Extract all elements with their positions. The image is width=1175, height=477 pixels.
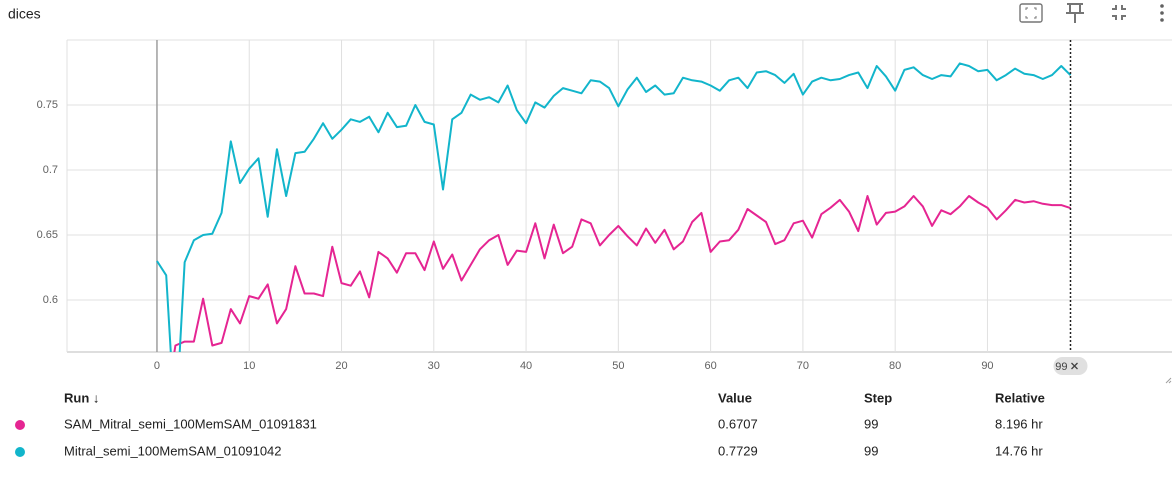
- column-header: Value: [718, 390, 752, 405]
- y-tick-label: 0.6: [43, 294, 58, 306]
- table-cell: 0.6707: [718, 416, 758, 431]
- column-header: Run ↓: [64, 390, 99, 405]
- x-tick-label: 60: [704, 360, 716, 372]
- x-tick-label: 90: [981, 360, 993, 372]
- x-tick-label: 30: [428, 360, 440, 372]
- x-tick-label: 80: [889, 360, 901, 372]
- fit-domain-button[interactable]: [1112, 5, 1126, 20]
- y-tick-label: 0.75: [37, 99, 58, 111]
- resize-handle[interactable]: [1165, 377, 1172, 384]
- x-tick-label: 0: [154, 360, 160, 372]
- run-table: Run ↓ Value Step Relative SAM_Mitral_semi_10…: [15, 390, 1045, 458]
- cursor-close-icon: [1071, 362, 1078, 370]
- pin-button[interactable]: [1066, 3, 1084, 23]
- chart-title: dices: [8, 6, 41, 22]
- table-cell: 0.7729: [718, 443, 758, 458]
- fullscreen-button[interactable]: [1019, 3, 1043, 23]
- x-tick-label: 50: [612, 360, 624, 372]
- series-line: [173, 195, 1071, 352]
- series-line: [156, 62, 1072, 352]
- more-menu-button[interactable]: [1160, 4, 1164, 22]
- cursor-badge: [1053, 357, 1088, 375]
- column-header: Relative: [995, 390, 1045, 405]
- x-tick-label: 40: [520, 360, 532, 372]
- run-name: Mitral_semi_100MemSAM_01091042: [64, 443, 282, 458]
- x-tick-label: 10: [243, 360, 255, 372]
- run-name: SAM_Mitral_semi_100MemSAM_01091831: [64, 416, 317, 431]
- table-cell: 99: [864, 416, 878, 431]
- run-color-dot: [15, 447, 25, 457]
- run-color-dot: [15, 420, 25, 430]
- y-tick-label: 0.7: [43, 164, 58, 176]
- x-tick-label: 70: [797, 360, 809, 372]
- y-tick-label: 0.65: [37, 229, 58, 241]
- table-cell: 8.196 hr: [995, 416, 1043, 431]
- column-header: Step: [864, 390, 892, 405]
- x-tick-label: 20: [335, 360, 347, 372]
- table-cell: 14.76 hr: [995, 443, 1043, 458]
- plot-lines: [156, 62, 1072, 352]
- table-cell: 99: [864, 443, 878, 458]
- cursor-label: 99: [1055, 361, 1067, 373]
